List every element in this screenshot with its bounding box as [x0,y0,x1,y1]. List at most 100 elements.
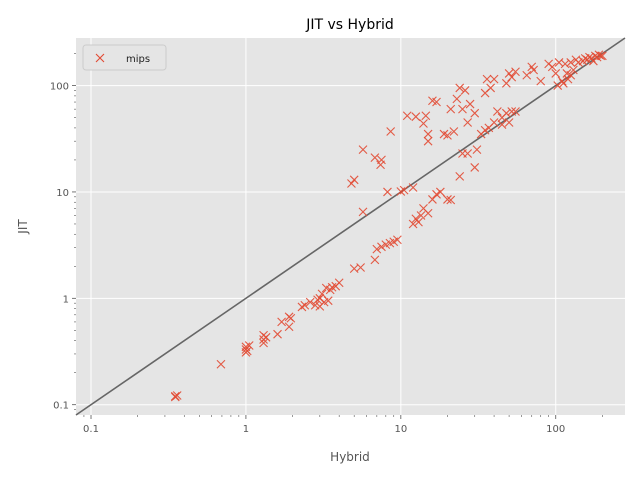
data-point [501,78,511,88]
data-point [463,149,473,158]
data-point [349,175,359,185]
data-point [323,296,333,306]
data-point [497,113,507,122]
data-point [507,107,517,116]
data-point [408,183,418,192]
data-point [358,145,368,154]
data-point [423,208,433,218]
data-point [449,127,459,136]
data-point [411,112,421,122]
data-point [386,127,396,136]
data-point [172,391,182,400]
data-point [313,295,322,305]
data-point [455,172,465,181]
data-point [419,119,428,128]
data-point [597,51,607,61]
y-tick-label: 1 [63,294,69,305]
data-point [435,187,445,197]
data-point [334,278,344,288]
data-point [497,120,507,129]
data-point [566,70,576,80]
y-tick-label: 0.1 [53,401,69,412]
data-point [443,131,452,140]
tick-labels: 0.1 1 10 100 0.1 1 10 100 [50,53,603,435]
data-point [472,145,482,154]
data-point [273,329,282,339]
legend-x-marker [95,53,105,63]
data-point [446,195,456,205]
data-point [536,76,546,86]
legend-marker-x-icon [95,53,105,63]
data-point [377,155,386,165]
x-axis-label: Hybrid [330,450,370,464]
data-point [286,313,296,323]
data-point [489,118,499,127]
data-point [423,129,433,139]
data-point [522,70,532,80]
data-point [558,78,568,88]
data-point [458,104,467,114]
data-point [560,59,570,69]
chart-title: JIT vs Hybrid [305,17,394,33]
data-point [244,341,254,350]
data-point [261,332,271,342]
data-point [452,94,462,104]
y-tick-label: 100 [50,82,69,93]
x-tick-label: 10 [394,424,407,435]
data-points [170,50,607,402]
legend-box [82,44,167,71]
data-point [511,67,520,77]
data-point [259,338,268,348]
data-point [370,255,380,265]
data-point [402,111,412,121]
data-point [428,195,437,204]
data-point [489,74,499,84]
data-point [305,297,315,307]
data-point [482,74,492,84]
data-point [455,83,465,93]
data-point [377,242,386,252]
data-point [284,322,294,332]
data-point [414,217,423,227]
data-point [547,62,557,72]
data-point [432,189,441,199]
data-point [507,72,517,82]
data-point [511,107,520,116]
data-point [216,359,226,369]
data-point [356,263,365,272]
data-point [358,207,368,217]
data-point [408,219,418,229]
data-point [486,83,496,93]
data-point [446,104,456,114]
data-point [465,99,475,109]
data-point [504,69,514,78]
data-point [297,302,307,312]
data-point [370,153,380,163]
data-point [399,185,409,195]
data-point [392,235,402,245]
data-point [421,111,431,121]
data-point [383,187,392,197]
data-point [551,69,561,78]
data-point [557,76,567,86]
y-axis-label: JIT [16,219,30,235]
data-point [372,244,382,254]
data-point [443,195,452,204]
y-tick-label: 10 [56,188,69,199]
data-point [460,86,470,95]
data-point [566,58,576,67]
data-point [347,179,356,188]
data-point [416,211,426,220]
data-point [596,51,606,61]
identity-line [75,37,626,416]
data-point [277,317,287,327]
data-point [492,107,502,116]
reference-line [75,37,626,416]
legend: mips [82,44,167,71]
data-point [470,108,480,118]
data-point [463,118,473,127]
legend-label-mips: mips [126,54,150,65]
x-tick-label: 100 [546,424,565,435]
x-tick-label: 0.1 [83,424,99,435]
